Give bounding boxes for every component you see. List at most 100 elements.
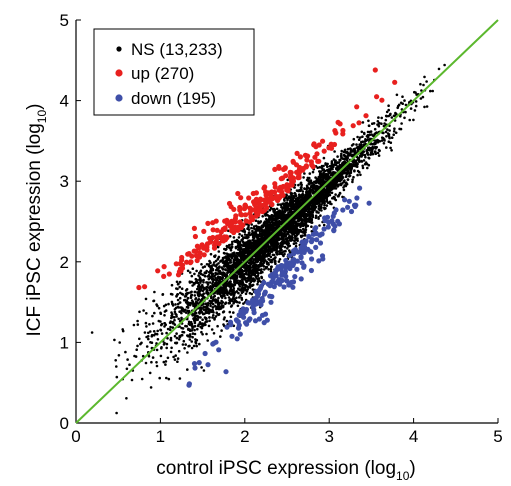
up-point <box>316 158 322 164</box>
ns-point <box>414 100 418 103</box>
ns-point <box>214 276 217 280</box>
ns-point <box>194 340 197 344</box>
ns-point <box>204 310 208 314</box>
ns-point <box>303 212 306 215</box>
down-point <box>314 237 320 243</box>
ns-point <box>298 195 301 199</box>
ns-point <box>262 264 265 268</box>
ns-point <box>404 103 408 107</box>
ns-point <box>201 318 204 322</box>
ns-point <box>205 263 209 266</box>
ns-point <box>344 151 348 154</box>
ns-point <box>273 235 277 238</box>
ns-point <box>360 130 364 134</box>
ns-point <box>338 158 341 162</box>
ns-point <box>279 230 283 233</box>
down-point <box>259 312 266 318</box>
down-point <box>234 336 240 342</box>
ns-point <box>211 316 214 319</box>
ns-point <box>387 114 391 118</box>
ns-point <box>208 319 211 323</box>
ns-point <box>333 160 337 164</box>
ns-point <box>297 193 301 196</box>
up-point <box>392 79 398 85</box>
x-tick-label: 0 <box>71 427 80 446</box>
ns-point <box>305 217 308 221</box>
ns-point <box>352 164 355 168</box>
ns-point <box>254 219 258 222</box>
ns-point <box>248 264 251 268</box>
ns-point <box>192 304 195 308</box>
ns-point <box>259 271 263 275</box>
ns-point <box>173 316 176 319</box>
ns-point <box>387 134 391 137</box>
ns-point <box>295 227 299 230</box>
down-point <box>191 361 198 367</box>
ns-point <box>153 290 156 294</box>
ns-point <box>221 291 224 294</box>
ns-point <box>312 183 316 187</box>
ns-point <box>308 172 312 175</box>
ns-point <box>244 266 248 269</box>
ns-point <box>395 112 398 116</box>
up-point <box>278 187 284 193</box>
up-point <box>191 225 197 231</box>
ns-point <box>115 375 119 379</box>
ns-point <box>164 303 168 307</box>
ns-point <box>305 178 309 182</box>
ns-point <box>173 334 177 338</box>
ns-point <box>208 281 212 284</box>
ns-point <box>189 296 193 300</box>
down-point <box>342 197 348 203</box>
ns-point <box>314 181 318 185</box>
ns-point <box>136 344 139 348</box>
ns-point <box>292 242 296 245</box>
ns-point <box>206 275 210 278</box>
ns-point <box>248 291 252 295</box>
ns-point <box>184 311 188 314</box>
ns-point <box>324 162 327 165</box>
ns-point <box>284 214 287 218</box>
ns-point <box>241 275 245 279</box>
ns-point <box>223 273 227 277</box>
ns-point <box>202 308 206 312</box>
ns-point <box>255 235 259 238</box>
ns-point <box>230 288 233 292</box>
ns-point <box>170 346 173 350</box>
ns-point <box>228 235 232 238</box>
ns-point <box>252 225 256 228</box>
down-point <box>308 267 314 274</box>
ns-point <box>377 116 380 119</box>
ns-point <box>293 195 296 198</box>
ns-point <box>323 207 326 211</box>
ns-point <box>163 310 167 313</box>
ns-point <box>147 354 151 358</box>
ns-point <box>311 214 315 217</box>
ns-point <box>349 166 353 170</box>
ns-point <box>200 288 203 292</box>
ns-point <box>262 261 266 264</box>
ns-point <box>220 329 223 332</box>
ns-point <box>172 321 175 325</box>
down-point <box>271 284 277 290</box>
ns-point <box>299 186 303 189</box>
ns-point <box>284 230 287 233</box>
ns-point <box>200 307 203 310</box>
ns-point <box>181 330 184 334</box>
ns-point <box>361 153 365 157</box>
down-point <box>332 223 338 229</box>
tick-marks <box>75 19 499 424</box>
ns-point <box>185 325 189 328</box>
ns-point <box>132 323 136 327</box>
ns-point <box>144 297 148 301</box>
ns-point <box>205 332 208 336</box>
ns-point <box>186 297 190 300</box>
ns-point <box>253 273 257 277</box>
ns-point <box>323 169 327 173</box>
down-point <box>291 248 297 254</box>
ns-point <box>336 195 340 198</box>
up-point <box>173 261 179 267</box>
ns-point <box>239 253 242 256</box>
ns-point <box>235 271 238 274</box>
ns-point <box>249 274 252 278</box>
